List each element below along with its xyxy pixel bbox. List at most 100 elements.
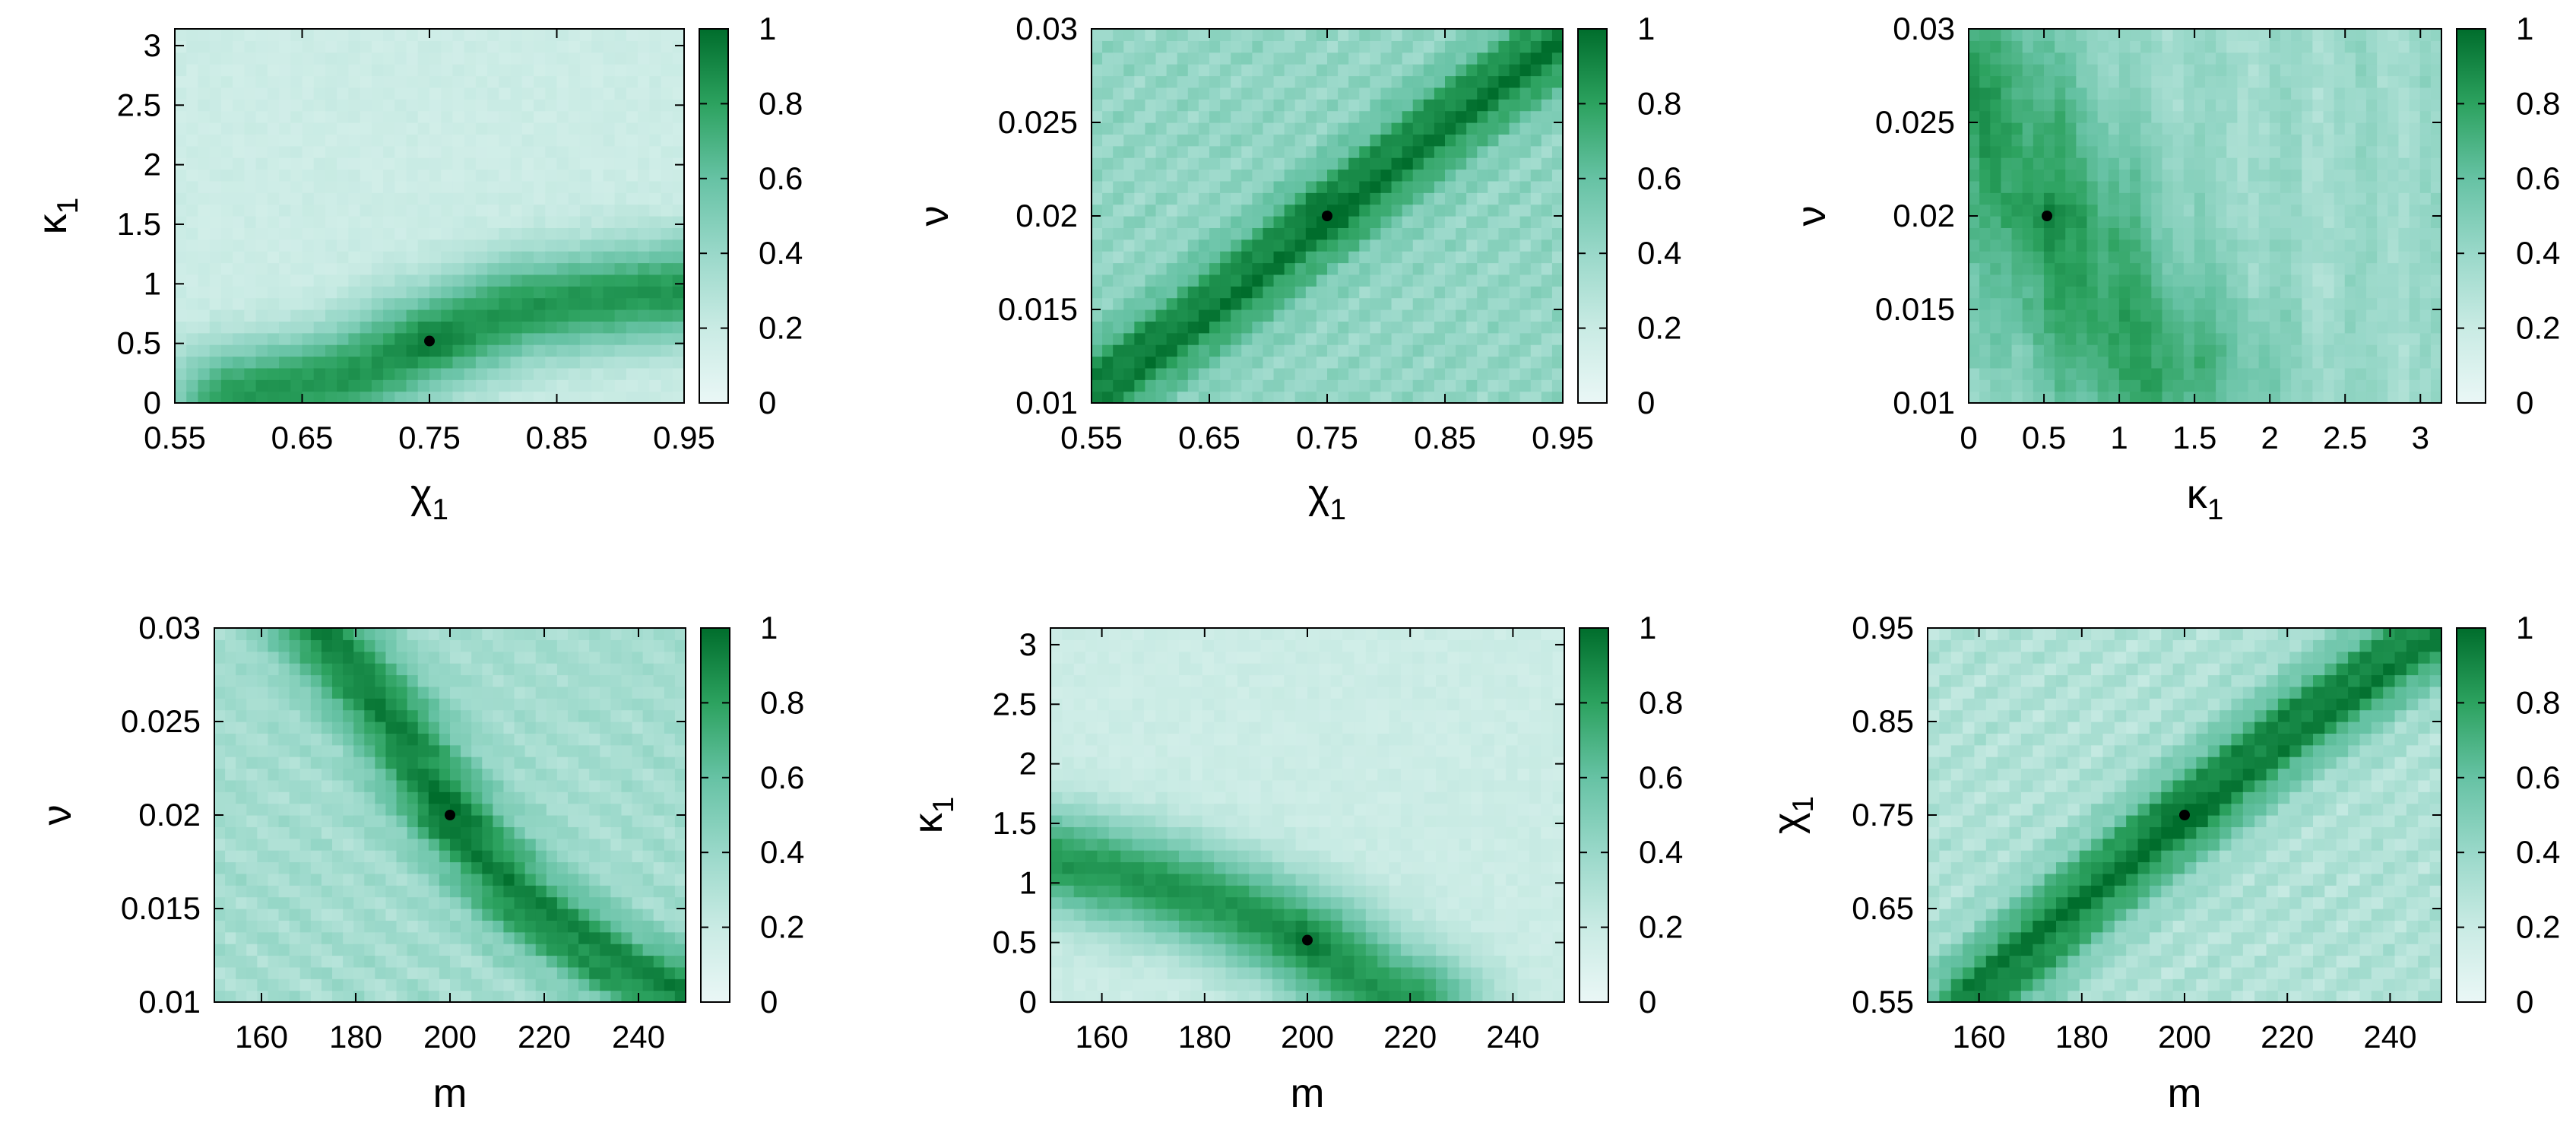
heatmap-cell <box>257 674 269 687</box>
heatmap-cell <box>1380 367 1393 380</box>
heatmap-cell <box>2366 309 2378 322</box>
heatmap-cell <box>2258 356 2270 369</box>
heatmap-cell <box>2430 227 2442 240</box>
heatmap-cell <box>255 309 268 322</box>
heatmap-cell <box>417 379 430 392</box>
heatmap-cell <box>626 75 638 88</box>
heatmap-cell <box>2086 145 2099 158</box>
heatmap-cell <box>236 920 247 933</box>
heatmap-cell <box>1509 239 1521 252</box>
heatmap-cell <box>1488 227 1500 240</box>
heatmap-cell <box>2366 110 2378 123</box>
heatmap-cell <box>2280 344 2292 357</box>
heatmap-cell <box>2334 75 2346 88</box>
heatmap-cell <box>2151 40 2163 53</box>
heatmap-cell <box>2205 157 2216 170</box>
heatmap-cell <box>353 920 365 933</box>
heatmap-cell <box>2419 309 2432 322</box>
heatmap-cell <box>2033 145 2045 158</box>
heatmap-cell <box>1241 356 1253 369</box>
heatmap-cell <box>499 321 512 334</box>
heatmap-cell <box>1551 286 1564 299</box>
heatmap-cell <box>2302 122 2313 135</box>
heatmap-cell <box>313 52 326 65</box>
heatmap-cell <box>2108 367 2120 380</box>
heatmap-cell <box>556 29 569 41</box>
heatmap-cell <box>1488 309 1500 322</box>
heatmap-cell <box>2366 122 2378 135</box>
heatmap-cell <box>353 756 365 769</box>
heatmap-cell <box>198 297 211 310</box>
heatmap-cell <box>1231 332 1242 345</box>
heatmap-cell <box>2366 204 2378 217</box>
heatmap-cell <box>1979 40 1991 53</box>
heatmap-cell <box>383 99 395 112</box>
heatmap-cell <box>2183 297 2195 310</box>
heatmap-cell <box>396 803 408 816</box>
heatmap-cell <box>2269 262 2281 275</box>
heatmap-cell <box>1327 251 1339 264</box>
heatmap-cell <box>487 157 499 170</box>
heatmap-cell <box>441 239 454 252</box>
heatmap-cell <box>2237 332 2249 345</box>
heatmap-cell <box>1541 286 1553 299</box>
heatmap-cell <box>487 321 499 334</box>
heatmap-cell <box>1155 297 1168 310</box>
heatmap-cell <box>2001 110 2013 123</box>
heatmap-cell <box>1294 286 1307 299</box>
heatmap-cell <box>661 169 673 182</box>
heatmap-cell <box>289 651 301 664</box>
heatmap-cell <box>348 29 361 41</box>
heatmap-cell <box>1316 29 1328 41</box>
heatmap-cell <box>2312 356 2324 369</box>
heatmap-cell <box>2011 40 2023 53</box>
heatmap-cell <box>2172 274 2185 287</box>
heatmap-cell <box>2237 192 2249 205</box>
heatmap-cell <box>289 779 301 792</box>
heatmap-cell <box>1456 75 1467 88</box>
heatmap-cell <box>290 134 303 147</box>
heatmap-cell <box>2312 110 2324 123</box>
heatmap-cell <box>302 99 315 112</box>
heatmap-cell <box>268 931 280 944</box>
heatmap-cell <box>2226 227 2239 240</box>
heatmap-cell <box>2183 99 2195 112</box>
heatmap-cell <box>1327 391 1339 404</box>
heatmap-cell <box>1263 391 1275 404</box>
heatmap-cell <box>1198 367 1210 380</box>
heatmap-cell <box>1990 321 2002 334</box>
heatmap-cell <box>2258 251 2270 264</box>
heatmap-cell <box>1166 110 1178 123</box>
heatmap-cell <box>510 274 523 287</box>
heatmap-cell <box>545 239 558 252</box>
heatmap-cell <box>267 227 280 240</box>
heatmap-cell <box>2033 99 2045 112</box>
heatmap-cell <box>1488 180 1500 193</box>
heatmap-cell <box>244 321 257 334</box>
heatmap-cell <box>406 192 419 205</box>
heatmap-cell <box>1231 40 1242 53</box>
heatmap-cell <box>364 815 375 827</box>
heatmap-cell <box>364 850 375 863</box>
heatmap-cell <box>2248 64 2260 77</box>
heatmap-cell <box>672 40 685 53</box>
heatmap-cell <box>2076 110 2088 123</box>
heatmap-cell <box>638 309 650 322</box>
heatmap-cell <box>2226 192 2239 205</box>
heatmap-cell <box>429 64 442 77</box>
heatmap-cell <box>1498 379 1510 392</box>
heatmap-cell <box>360 40 372 53</box>
heatmap-cell <box>1198 75 1210 88</box>
heatmap-cell <box>568 204 581 217</box>
heatmap-cell <box>1123 227 1135 240</box>
heatmap-cell <box>371 75 384 88</box>
heatmap-cell <box>302 134 315 147</box>
heatmap-cell <box>499 110 512 123</box>
heatmap-cell <box>1166 344 1178 357</box>
heatmap-cell <box>1284 344 1296 357</box>
heatmap-cell <box>2291 309 2302 322</box>
heatmap-cell <box>220 286 233 299</box>
heatmap-cell <box>2205 180 2216 193</box>
heatmap-cell <box>325 145 337 158</box>
heatmap-cell <box>396 768 408 781</box>
